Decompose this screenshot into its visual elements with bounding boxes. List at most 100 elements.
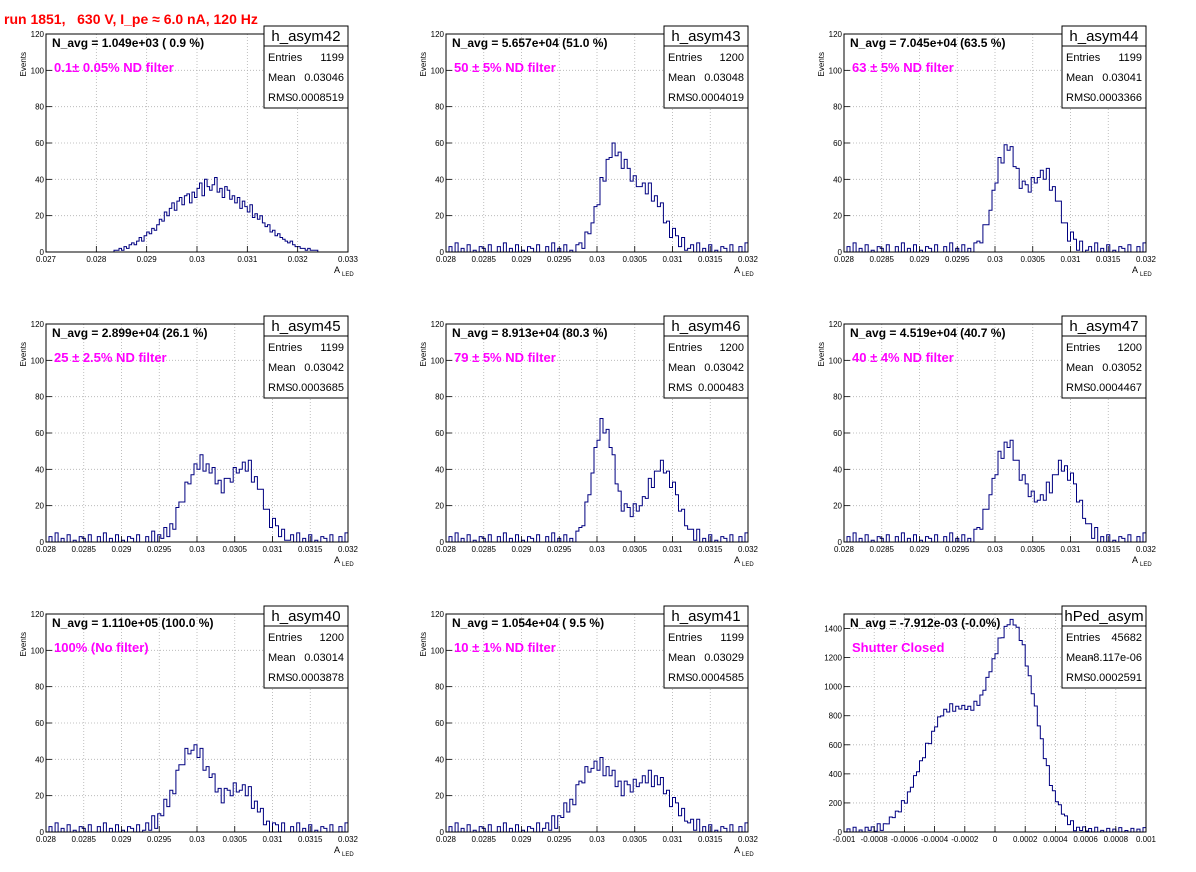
- x-tick-label: 0.03: [189, 545, 205, 554]
- x-tick-label: 0.029: [511, 255, 532, 264]
- filter-note: 63 ± 5% ND filter: [852, 60, 954, 75]
- x-tick-label: 0.032: [1136, 255, 1157, 264]
- histogram-name: h_asym42: [271, 28, 340, 45]
- stats-value: 0.03046: [304, 72, 344, 84]
- stats-box: [1061, 605, 1147, 689]
- y-tick-label: 100: [31, 66, 45, 75]
- x-tick-label: -0.0002: [951, 835, 979, 844]
- y-tick-label: 100: [31, 646, 45, 655]
- histogram-name: hPed_asym: [1064, 608, 1143, 625]
- stats-label: RMS: [668, 92, 692, 104]
- x-axis-label: A: [1132, 265, 1138, 275]
- y-tick-label: 100: [431, 66, 445, 75]
- y-tick-label: 40: [35, 175, 44, 184]
- x-tick-label: 0.028: [834, 255, 855, 264]
- stats-label: Mean: [268, 652, 296, 664]
- stats-value: 0.03052: [1102, 362, 1142, 374]
- histogram-line: [844, 439, 1147, 543]
- y-tick-label: 100: [829, 356, 843, 365]
- x-tick-label: 0.029: [909, 545, 930, 554]
- histogram-panel: 0.028 0.0285 0.029 0.0295 0.03 0.0305 0.031 0.0…: [817, 315, 1157, 568]
- y-tick-label: 20: [35, 502, 44, 511]
- y-tick-label: 120: [829, 320, 843, 329]
- stats-value: 0.0004467: [1090, 382, 1142, 394]
- x-axis-label: A: [334, 845, 340, 855]
- y-tick-label: 20: [35, 792, 44, 801]
- y-tick-label: 1000: [824, 683, 842, 692]
- x-tick-label: 0.031: [262, 835, 283, 844]
- y-tick-label: 60: [35, 719, 44, 728]
- x-axis-label: A: [334, 265, 340, 275]
- stats-label: Entries: [268, 52, 303, 64]
- x-axis-label: A: [734, 265, 740, 275]
- x-axis-label: A: [334, 555, 340, 565]
- x-tick-label: 0.0285: [870, 255, 895, 264]
- y-tick-label: 1200: [824, 654, 842, 663]
- stats-label: Mean: [1066, 652, 1094, 664]
- stats-label: Entries: [668, 342, 703, 354]
- histogram-line: [46, 744, 349, 833]
- stats-box: [663, 315, 749, 399]
- x-tick-label: 0.0315: [698, 545, 723, 554]
- x-tick-label: 0.03: [189, 835, 205, 844]
- x-axis-label-sub: LED: [742, 272, 754, 278]
- y-tick-label: 600: [829, 741, 843, 750]
- x-tick-label: 0.03: [589, 255, 605, 264]
- y-tick-label: 80: [435, 683, 444, 692]
- stats-label: Entries: [1066, 632, 1101, 644]
- histogram-line: [843, 618, 1147, 833]
- stats-label: RMS: [1066, 672, 1090, 684]
- stats-label: Mean: [668, 362, 696, 374]
- y-tick-label: 20: [435, 792, 444, 801]
- y-tick-label: 20: [35, 212, 44, 221]
- y-tick-label: 60: [833, 429, 842, 438]
- x-tick-label: 0.0315: [298, 835, 323, 844]
- x-tick-label: 0.033: [338, 255, 359, 264]
- stats-label: RMS: [668, 382, 692, 394]
- x-tick-label: 0.0315: [298, 545, 323, 554]
- y-tick-label: 60: [435, 429, 444, 438]
- y-axis-label: Events: [19, 632, 28, 656]
- stats-value: 1200: [720, 342, 744, 354]
- histogram-panel: 0.028 0.0285 0.029 0.0295 0.03 0.0305 0.031 0.0…: [419, 315, 759, 568]
- stats-label: Entries: [668, 52, 703, 64]
- stats-value: 1200: [720, 52, 744, 64]
- x-tick-label: 0.0295: [147, 545, 172, 554]
- y-tick-label: 0: [440, 828, 445, 837]
- stats-value: 1200: [1118, 342, 1142, 354]
- y-tick-label: 80: [435, 393, 444, 402]
- stats-label: Mean: [1066, 72, 1094, 84]
- x-tick-label: 0.032: [338, 835, 359, 844]
- stats-value: 0.03029: [704, 652, 744, 664]
- x-tick-label: 0.028: [834, 545, 855, 554]
- navg-text: N_avg = 1.049e+03 ( 0.9 %): [52, 36, 204, 50]
- x-tick-label: 0.0315: [698, 835, 723, 844]
- histogram-panel: -0.001 -0.0008 -0.0006 -0.0004 -0.0002 0 0.000…: [824, 605, 1157, 844]
- y-tick-label: 40: [435, 755, 444, 764]
- x-tick-label: 0.0006: [1073, 835, 1098, 844]
- x-tick-label: 0.032: [738, 835, 759, 844]
- filter-note: 79 ± 5% ND filter: [454, 350, 556, 365]
- x-tick-label: 0.0305: [623, 835, 648, 844]
- y-tick-label: 40: [35, 755, 44, 764]
- x-tick-label: 0.0295: [547, 545, 572, 554]
- navg-text: N_avg = 1.054e+04 ( 9.5 %): [452, 616, 604, 630]
- stats-label: Entries: [1066, 52, 1101, 64]
- x-axis-label-sub: LED: [742, 852, 754, 858]
- x-tick-label: 0.031: [662, 255, 683, 264]
- stats-value: 0.000483: [698, 382, 744, 394]
- x-tick-label: 0.0002: [1013, 835, 1038, 844]
- y-tick-label: 80: [35, 103, 44, 112]
- x-tick-label: -0.001: [833, 835, 856, 844]
- x-tick-label: 0.028: [36, 835, 57, 844]
- stats-value: 0.03041: [1102, 72, 1142, 84]
- x-tick-label: 0.0305: [223, 835, 248, 844]
- y-tick-label: 120: [31, 610, 45, 619]
- stats-value: 0.0004585: [692, 672, 744, 684]
- y-tick-label: 100: [431, 646, 445, 655]
- filter-note: 100% (No filter): [54, 640, 149, 655]
- x-tick-label: 0.001: [1136, 835, 1157, 844]
- y-axis-label: Events: [19, 342, 28, 366]
- x-tick-label: 0.03: [589, 835, 605, 844]
- filter-note: 40 ± 4% ND filter: [852, 350, 954, 365]
